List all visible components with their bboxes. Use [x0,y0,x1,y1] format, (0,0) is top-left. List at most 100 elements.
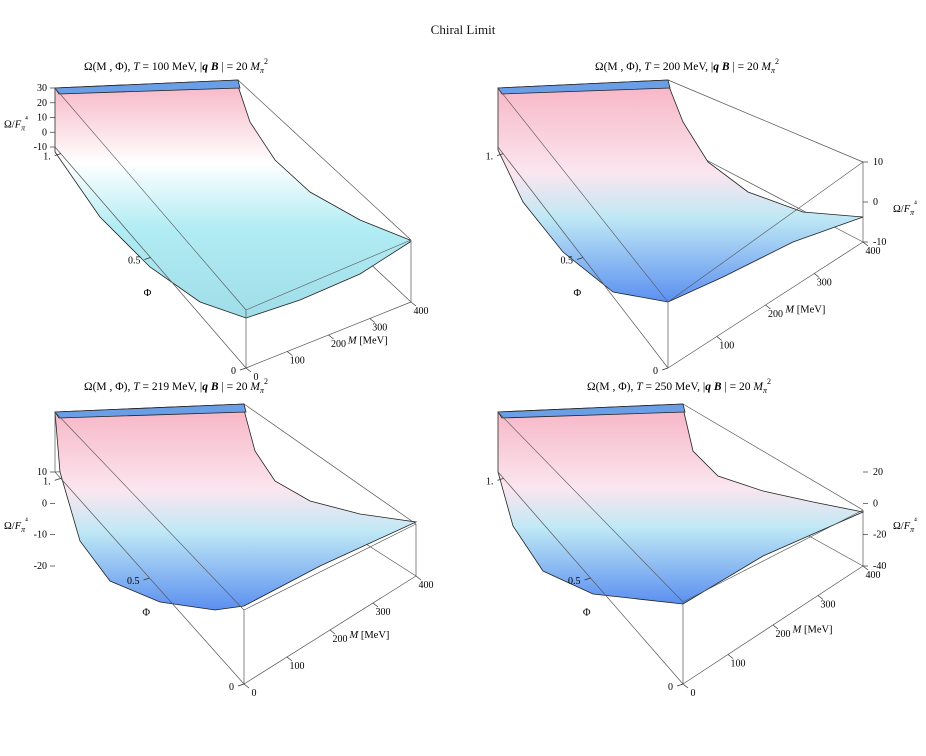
phi-axis-label: Φ [142,607,150,618]
m-tick-label: 100 [290,356,305,367]
m-tick-label: 200 [331,339,346,350]
box-edge [54,87,247,311]
m-tick [814,273,820,278]
z-axis-label: Ω/Fπ⁴ [4,115,28,133]
phi-tick [497,478,504,481]
z-tick-label: 0 [42,498,47,509]
box-edge [243,403,417,525]
m-tick-label: 400 [866,570,881,581]
m-tick [765,304,771,310]
chart-panel-t219: Ω(M , Φ), T = 219 MeV, |q B | = 20 Mπ2 0 0… [0,376,463,706]
z-tick-label: 10 [37,467,47,478]
z-tick-label: -20 [34,561,47,572]
chart-title: Ω(M , Φ), T = 100 MeV, |q B | = 20 Mπ2 [84,57,268,75]
z-tick-label: 0 [873,498,878,509]
phi-tick [237,683,245,687]
m-tick [245,367,252,373]
surface [54,403,418,611]
m-axis-label: M [MeV] [348,630,389,641]
m-tick-label: 100 [731,659,746,670]
box-edge [497,411,684,603]
m-tick [329,629,336,635]
phi-axis-label: Φ [574,288,582,299]
phi-tick-label: 0 [229,682,234,693]
surface-cap [54,79,241,95]
m-axis-label: M [MeV] [784,304,825,315]
m-tick-label: 300 [376,607,391,618]
m-axis-label: M [MeV] [347,336,388,347]
m-tick [727,654,734,659]
phi-tick [239,367,247,371]
m-tick-label: 300 [821,600,836,611]
z-tick-label: 20 [37,98,47,109]
z-tick-label: -20 [873,530,886,541]
z-tick-label: 10 [873,157,883,168]
surface [497,79,864,303]
m-tick-label: 400 [419,580,434,591]
z-tick-label: 30 [37,83,47,94]
box-edge [245,239,412,311]
z-tick-label: 0 [873,197,878,208]
phi-axis-label: Φ [144,288,152,299]
m-tick [415,575,422,581]
phi-tick [54,478,61,481]
box-edge [497,87,669,303]
m-tick-label: 100 [290,661,305,672]
surface-cap [497,79,671,95]
chart-title: Ω(M , Φ), T = 200 MeV, |q B | = 20 Mπ2 [595,57,779,75]
chart-svg: Ω(M , Φ), T = 100 MeV, |q B | = 20 Mπ2 0 0… [4,57,429,383]
phi-tick-label: 0.5 [127,576,140,587]
phi-tick-label: 0.5 [561,256,574,267]
m-tick [817,595,824,600]
box-edge [237,79,412,241]
chart-svg: Ω(M , Φ), T = 200 MeV, |q B | = 20 Mπ2 0 0… [486,57,918,377]
z-axis-label: Ω/Fπ⁴ [893,516,917,534]
phi-tick-label: 1. [486,476,494,487]
m-tick [287,351,293,356]
phi-tick-label: 0.5 [568,576,581,587]
chart-panel-t250: Ω(M , Φ), T = 250 MeV, |q B | = 20 Mπ2 0 0… [463,376,926,706]
m-tick-label: 200 [768,309,783,320]
m-tick-label: 0 [691,688,696,699]
box-edge [243,523,417,611]
surface-cap [54,403,247,419]
phi-tick [54,153,61,156]
box-edge [682,509,864,603]
phi-tick [144,257,151,260]
m-tick [410,301,417,307]
chart-svg: Ω(M , Φ), T = 219 MeV, |q B | = 20 Mπ2 0 0… [4,377,434,699]
phi-tick-label: 0 [653,366,658,377]
m-tick-label: 300 [817,278,832,289]
m-tick-label: 200 [776,629,791,640]
m-tick-label: 400 [866,246,881,257]
surface-cap [497,403,686,419]
phi-tick [576,257,584,260]
phi-tick [661,367,669,371]
z-tick-label: -10 [873,237,886,248]
phi-tick-label: 0 [668,682,673,693]
box-edge [667,79,864,163]
chart-title: Ω(M , Φ), T = 250 MeV, |q B | = 20 Mπ2 [587,377,771,395]
m-tick [716,336,722,341]
m-tick [372,602,379,608]
surface [54,79,411,319]
chart-panel-t200: Ω(M , Φ), T = 200 MeV, |q B | = 20 Mπ2 0 0… [463,52,926,382]
z-tick-label: 10 [37,113,47,124]
phi-tick-label: 0 [231,366,236,377]
m-tick [682,683,689,689]
z-axis-label: Ω/Fπ⁴ [893,199,917,217]
phi-tick [584,577,591,581]
m-tick [286,656,293,662]
z-tick-label: -10 [34,530,47,541]
chart-svg: Ω(M , Φ), T = 250 MeV, |q B | = 20 Mπ2 0 0… [486,377,917,699]
chart-title: Ω(M , Φ), T = 219 MeV, |q B | = 20 Mπ2 [84,377,268,395]
phi-tick-label: 1. [43,152,51,163]
m-tick [862,241,869,247]
m-tick [328,334,334,340]
box-edge [54,411,245,611]
phi-tick [496,153,504,156]
phi-tick-label: 1. [43,476,51,487]
z-axis-label: Ω/Fπ⁴ [4,516,28,534]
m-tick-label: 0 [254,372,259,383]
surface [497,403,865,605]
